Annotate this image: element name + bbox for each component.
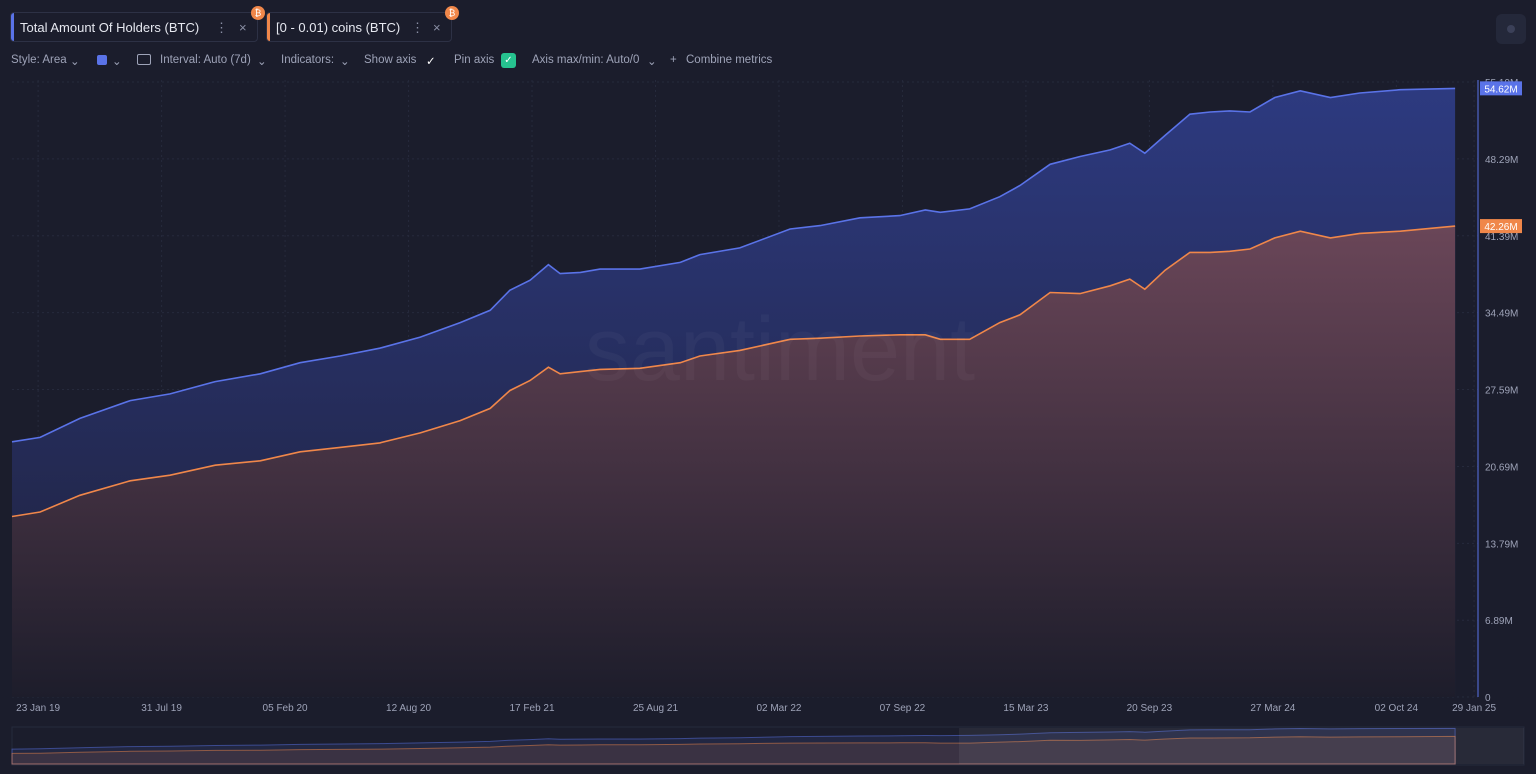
indicators-select[interactable]: Indicators:	[281, 54, 335, 66]
x-tick-label: 05 Feb 20	[263, 703, 308, 714]
x-tick-label: 15 Mar 23	[1003, 703, 1048, 714]
color-picker[interactable]	[97, 55, 107, 65]
x-tick-label: 25 Aug 21	[633, 703, 678, 714]
plus: +	[670, 54, 677, 66]
last-value-badge	[1480, 219, 1522, 234]
chevron: ⌄	[70, 56, 80, 68]
y-tick-label: 55.19M	[1485, 78, 1518, 89]
btc-icon: ₿	[445, 6, 459, 20]
x-tick-label: 23 Jan 19	[16, 703, 60, 714]
combine-metrics[interactable]: Combine metrics	[686, 54, 773, 66]
area	[12, 226, 1456, 697]
line	[11, 225, 1456, 518]
chevron: ⌄	[112, 56, 122, 68]
y-tick-label: 41.39M	[1485, 232, 1518, 243]
chevron: ⌄	[647, 56, 657, 68]
last-value-label: 42.26M	[1484, 222, 1517, 233]
y-tick-label: 34.49M	[1485, 309, 1518, 320]
watermark: santiment	[585, 300, 975, 400]
close-icon[interactable]: ×	[239, 20, 247, 35]
x-tick-label: 02 Mar 22	[756, 703, 801, 714]
btc-icon: ₿	[251, 6, 265, 20]
y-tick-label: 0	[1485, 693, 1491, 704]
x-tick-label: 20 Sep 23	[1127, 703, 1173, 714]
navigator-window	[959, 728, 1524, 764]
metric-tab[interactable]: [0 - 0.01) coins (BTC) ⋮ × ₿	[266, 6, 459, 42]
last-value-badge	[1480, 81, 1522, 96]
tab-label: Total Amount Of Holders (BTC)	[20, 20, 200, 35]
interval-select[interactable]: Interval: Auto (7d)	[160, 54, 251, 66]
x-tick-label: 29 Jan 25	[1452, 703, 1496, 714]
chevron: ⌄	[340, 56, 350, 68]
y-tick-label: 20.69M	[1485, 462, 1518, 473]
navigator-area	[11, 727, 1456, 765]
close-icon[interactable]: ×	[433, 20, 441, 35]
menu-icon[interactable]: ⋮	[215, 20, 228, 35]
y-tick-label: 6.89M	[1485, 616, 1513, 627]
x-tick-label: 27 Mar 24	[1250, 703, 1295, 714]
checkbox[interactable]: ✓	[501, 53, 516, 68]
navigator-bg	[11, 726, 1525, 766]
pin-axis-toggle[interactable]: Pin axis	[454, 54, 495, 66]
navigator-area	[11, 735, 1456, 765]
y-tick-label: 27.59M	[1485, 386, 1518, 397]
area	[12, 88, 1456, 697]
axis-select[interactable]: Axis max/min: Auto/0	[532, 54, 640, 66]
menu-icon[interactable]: ⋮	[411, 20, 424, 35]
interval-icon	[137, 54, 151, 65]
y-tick-label: 13.79M	[1485, 539, 1518, 550]
show-axis-toggle[interactable]: Show axis	[364, 54, 417, 66]
check: ✓	[426, 56, 436, 68]
last-value-label: 54.62M	[1484, 84, 1517, 95]
tab-label: [0 - 0.01) coins (BTC)	[276, 20, 401, 35]
settings-button[interactable]	[1496, 14, 1526, 44]
x-tick-label: 07 Sep 22	[880, 703, 926, 714]
style-select[interactable]: Style: Area	[11, 54, 67, 66]
x-tick-label: 31 Jul 19	[141, 703, 182, 714]
y-tick-label: 48.29M	[1485, 155, 1518, 166]
x-tick-label: 12 Aug 20	[386, 703, 431, 714]
chevron: ⌄	[257, 56, 267, 68]
x-tick-label: 02 Oct 24	[1375, 703, 1419, 714]
line	[11, 87, 1456, 443]
x-tick-label: 17 Feb 21	[510, 703, 555, 714]
metric-tab[interactable]: Total Amount Of Holders (BTC) ⋮ × ₿	[10, 6, 265, 42]
